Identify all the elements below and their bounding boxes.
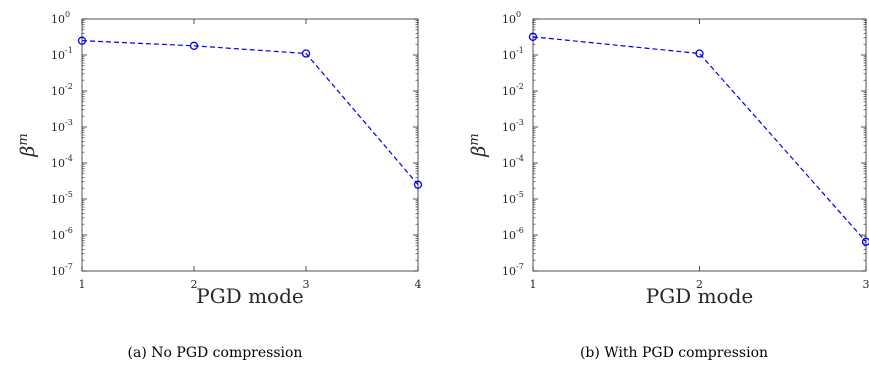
y-tick-label: 10 — [502, 229, 516, 242]
x-tick-label: 1 — [79, 278, 86, 291]
series-line — [81, 40, 419, 186]
y-tick-label: 10 — [51, 49, 65, 62]
data-point — [189, 41, 199, 50]
y-tick-label: 10 — [502, 193, 516, 206]
y-tick-exponent: -3 — [65, 118, 73, 127]
x-tick-label: 2 — [191, 278, 198, 291]
data-point — [861, 237, 869, 246]
y-tick-exponent: -1 — [65, 46, 73, 55]
y-tick-label: 10 — [51, 265, 65, 278]
plot-area — [81, 18, 419, 272]
x-axis-label: PGD mode — [646, 284, 753, 308]
y-tick-label: 10 — [502, 265, 516, 278]
data-point — [695, 49, 704, 58]
y-tick-exponent: -3 — [516, 118, 524, 127]
y-tick-exponent: -4 — [516, 154, 524, 163]
chart-caption: (b) With PGD compression — [580, 345, 768, 361]
y-tick-label: 10 — [502, 85, 516, 98]
y-tick-label: 10 — [51, 193, 65, 206]
x-tick-label: 4 — [415, 278, 422, 291]
y-tick-label: 10 — [502, 121, 516, 134]
y-tick-exponent: -4 — [65, 154, 73, 163]
y-tick-exponent: 0 — [516, 10, 521, 19]
y-tick-label: 10 — [502, 49, 516, 62]
data-point — [77, 36, 87, 45]
y-tick-exponent: -7 — [65, 262, 73, 271]
x-axis-label: PGD mode — [196, 284, 303, 308]
y-tick-exponent: -5 — [65, 190, 73, 199]
y-tick-exponent: -7 — [516, 262, 524, 271]
data-point — [528, 32, 538, 41]
y-tick-label: 10 — [502, 13, 516, 26]
chart-caption: (a) No PGD compression — [128, 345, 303, 361]
y-tick-label: 10 — [51, 85, 65, 98]
y-tick-exponent: -6 — [516, 226, 524, 235]
y-tick-label: 10 — [51, 229, 65, 242]
x-tick-label: 1 — [530, 278, 537, 291]
y-tick-exponent: -2 — [65, 82, 73, 91]
series-line — [532, 36, 867, 243]
y-tick-exponent: -6 — [65, 226, 73, 235]
y-tick-exponent: -2 — [516, 82, 524, 91]
data-point — [301, 49, 311, 58]
y-tick-label: 10 — [502, 157, 516, 170]
x-tick-label: 3 — [303, 278, 310, 291]
y-tick-exponent: 0 — [65, 10, 70, 19]
y-tick-exponent: -1 — [516, 46, 524, 55]
y-axis-label: βm — [16, 133, 39, 157]
y-tick-exponent: -5 — [516, 190, 524, 199]
y-tick-label: 10 — [51, 13, 65, 26]
y-tick-label: 10 — [51, 121, 65, 134]
x-tick-label: 3 — [863, 278, 869, 291]
x-tick-label: 2 — [696, 278, 703, 291]
y-axis-label: βm — [467, 133, 490, 157]
data-point — [413, 180, 423, 189]
y-tick-label: 10 — [51, 157, 65, 170]
